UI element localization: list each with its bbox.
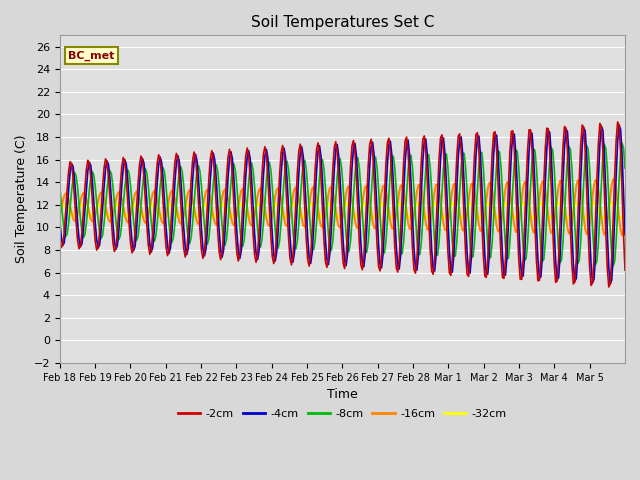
Text: BC_met: BC_met (68, 50, 115, 60)
Legend: -2cm, -4cm, -8cm, -16cm, -32cm: -2cm, -4cm, -8cm, -16cm, -32cm (173, 404, 511, 423)
X-axis label: Time: Time (327, 388, 358, 401)
Title: Soil Temperatures Set C: Soil Temperatures Set C (251, 15, 434, 30)
Y-axis label: Soil Temperature (C): Soil Temperature (C) (15, 135, 28, 264)
